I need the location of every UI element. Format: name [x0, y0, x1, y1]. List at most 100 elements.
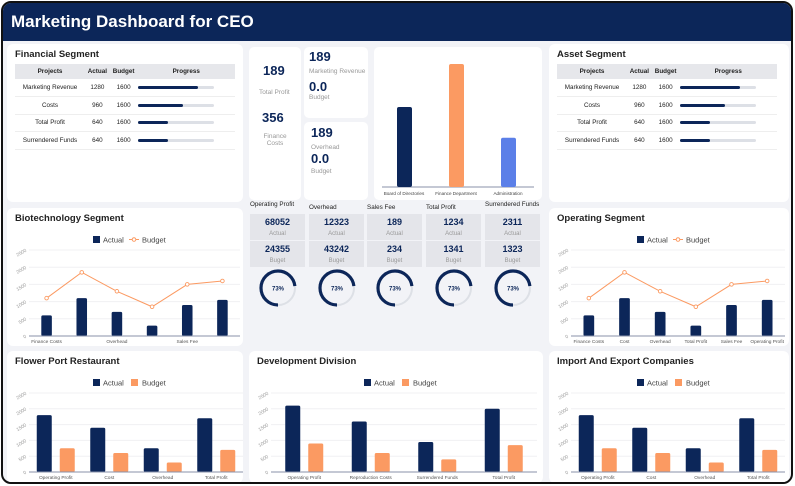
y-tick-label: 500 — [260, 454, 270, 463]
actual-bar — [761, 299, 773, 336]
overhead-label: Overhead — [311, 144, 340, 151]
overhead-budget: 0.0 — [311, 151, 330, 166]
budget-bar — [59, 448, 75, 472]
import-export-panel: Import And Export Companies Actual Budget… — [549, 351, 789, 482]
budget-point — [114, 289, 120, 294]
x-tick-label: Operating Profit — [287, 475, 321, 481]
gauge-percent: 73% — [447, 287, 460, 293]
metric-label: Overhead — [309, 204, 337, 211]
y-tick-label: 2000 — [16, 265, 29, 276]
import-export-chart: Actual Budget 0 500 1000 1500 2000 2500 Operatin… — [558, 379, 785, 481]
metric-budget-value: 1323 — [502, 244, 523, 254]
budget-label: Budget — [309, 94, 330, 101]
operating-chart: Actual Budget 0 500 1000 1500 2000 2500 Finance … — [558, 236, 785, 345]
metric-actual-label: Actual — [386, 231, 403, 237]
table-row: Total Profit 640 1600 — [557, 114, 777, 132]
x-tick-label: Finance Department — [435, 191, 477, 196]
x-tick-label: Overhead — [152, 475, 173, 481]
gauge: 73% — [258, 269, 297, 307]
x-tick-label: Cost — [104, 475, 115, 481]
actual-cell: 960 — [85, 96, 110, 115]
table-header: Projects Actual Budget Progress — [557, 64, 777, 79]
flower-port-chart: Actual Budget 0 500 1000 1500 2000 2500 Operatin… — [16, 379, 243, 481]
x-tick-label: Total Profit — [684, 339, 707, 345]
legend: Actual Budget — [637, 236, 711, 245]
metric-actual-label: Actual — [328, 231, 345, 237]
y-tick-label: 0 — [22, 470, 28, 477]
metric-budget-label: Buget — [328, 258, 345, 264]
actual-bar — [36, 415, 52, 472]
gauge-percent: 73% — [271, 287, 284, 293]
overhead-value: 189 — [311, 125, 333, 140]
gauge: 73% — [317, 269, 356, 307]
y-tick-label: 2500 — [558, 391, 571, 402]
progress-bar — [679, 138, 756, 142]
x-tick-label: Finance Costs — [573, 339, 604, 345]
legend-budget-swatch — [675, 379, 682, 386]
x-tick-label: Operating Profit — [39, 475, 73, 481]
progress-fill — [679, 103, 726, 107]
departments-chart-panel: Board of Directories Finance Department Ad… — [374, 47, 542, 200]
progress-cell — [137, 131, 235, 150]
progress-cell — [679, 96, 777, 115]
y-tick-label: 2000 — [558, 406, 571, 417]
budget-bar — [507, 445, 523, 472]
kpi-card-marketing-revenue: 189 Marketing Revenue 0.0 Budget — [304, 47, 368, 118]
gauge-fill — [434, 269, 473, 307]
gauge-percent: 73% — [388, 287, 401, 293]
total-profit-label: Total Profit — [259, 89, 290, 96]
y-tick-label: 2500 — [16, 248, 29, 259]
metric-budget-box: 24355 Buget — [250, 241, 305, 267]
legend-budget-label: Budget — [413, 379, 438, 388]
financial-segment-panel: Financial Segment Projects Actual Budget Pr… — [7, 44, 243, 202]
column-header: Projects — [15, 64, 86, 79]
y-tick-label: 1500 — [558, 422, 571, 433]
metric-label: Total Profit — [426, 204, 456, 211]
kpi-card-profit-costs: 189 Total Profit 356 Finance Costs — [249, 47, 301, 200]
project-cell: Total Profit — [557, 114, 628, 132]
metric-budget-value: 24355 — [264, 244, 291, 254]
total-profit-value: 189 — [263, 63, 285, 78]
column-header: Actual — [85, 64, 110, 79]
y-tick-label: 1000 — [258, 438, 271, 449]
legend: Actual Budget — [364, 379, 438, 388]
budget-bar — [655, 453, 671, 472]
metric-budget-box: 43242 Buget — [309, 241, 364, 267]
progress-bar — [679, 103, 756, 107]
metric-actual-value: 68052 — [264, 217, 291, 227]
x-tick-label: Operating Profit — [581, 475, 615, 481]
metric-budget-box: 1341 Buget — [426, 241, 481, 267]
actual-bar — [41, 315, 52, 336]
development-chart: Actual Budget 0 500 1000 1500 2000 2500 Operatin… — [258, 379, 537, 481]
flower-port-panel: Flower Port Restaurant Actual Budget 0 500 1… — [7, 351, 243, 482]
budget-point — [622, 270, 627, 275]
x-tick-label: Board of Directories — [384, 191, 425, 196]
departments-chart: Board of Directories Finance Department Ad… — [382, 64, 534, 196]
panel-title: Flower Port Restaurant — [15, 356, 120, 367]
budget-cell: 1600 — [109, 96, 138, 115]
y-tick-label: 0 — [22, 334, 28, 341]
metric-actual-value: 1234 — [443, 217, 464, 227]
metric-actual-value: 189 — [386, 217, 403, 227]
column-header: Budget — [651, 64, 680, 79]
legend: Actual Budget — [93, 236, 167, 245]
y-tick-label: 0 — [564, 334, 570, 341]
page-title: Marketing Dashboard for CEO — [3, 3, 791, 41]
progress-bar — [137, 103, 214, 107]
progress-fill — [137, 121, 168, 125]
gauge-fill — [258, 269, 297, 307]
metric-label: Surrendered Funds — [485, 201, 540, 208]
legend-budget-label: Budget — [142, 236, 167, 245]
department-bar — [501, 137, 516, 187]
legend-budget-marker — [131, 237, 137, 242]
x-tick-label: Administration — [493, 191, 523, 196]
table-row: Surrendered Funds 640 1600 — [557, 131, 777, 150]
project-cell: Costs — [15, 96, 86, 115]
x-tick-label: Reproduction Costs — [350, 475, 393, 481]
column-header: Budget — [109, 64, 138, 79]
table-row: Surrendered Funds 640 1600 — [15, 131, 235, 150]
metric-budget-value: 43242 — [323, 244, 350, 254]
y-tick-label: 2500 — [558, 248, 571, 259]
metric-actual-box: 189 Actual — [367, 214, 422, 240]
